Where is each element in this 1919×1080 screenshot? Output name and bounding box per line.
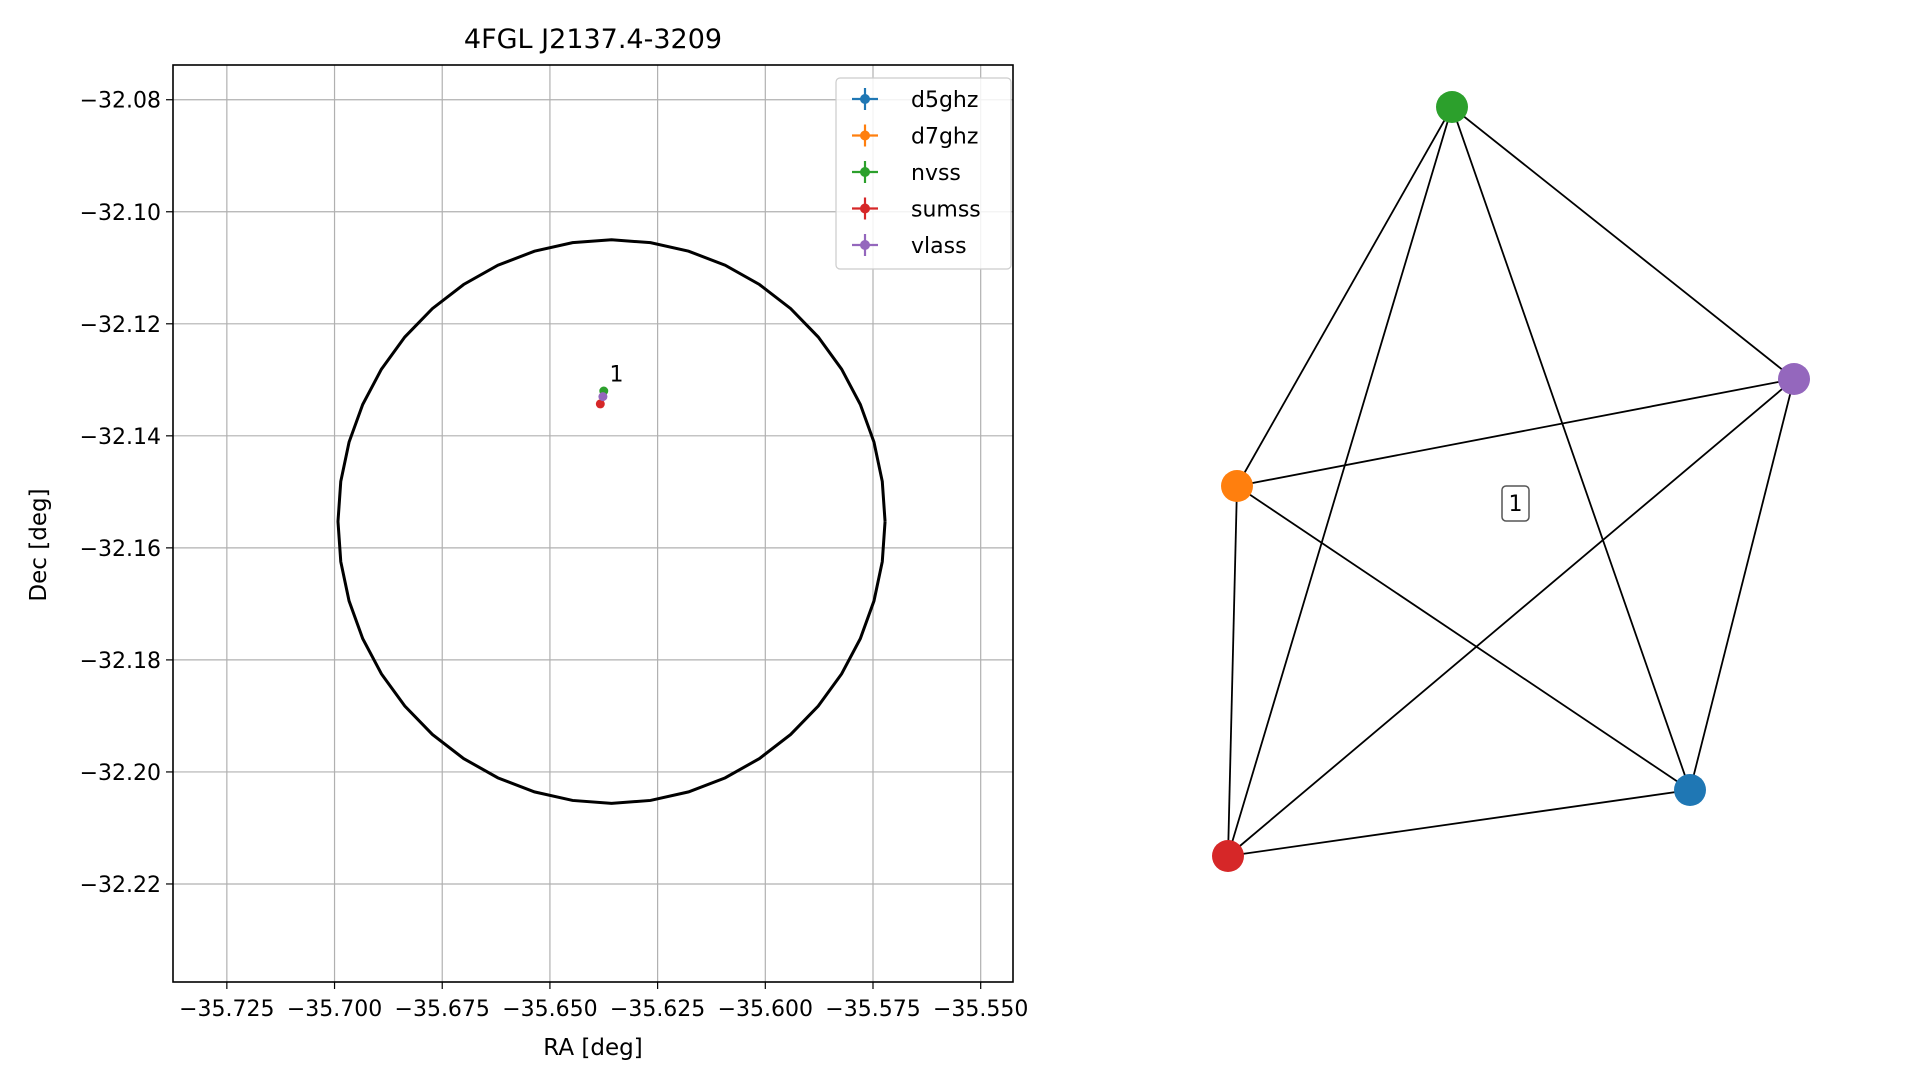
x-tick-label: −35.700 [287,997,382,1022]
y-tick-label: −32.22 [80,873,161,898]
plot-frame [172,64,1014,983]
edge-sumss-d5ghz [1227,789,1691,857]
y-tick-label: −32.08 [80,89,161,114]
x-tick-label: −35.650 [502,997,597,1022]
network-panel: 1 [1212,91,1810,872]
legend-dot-sumss [860,203,870,214]
y-tick-label: −32.18 [80,649,161,674]
legend-dot-d5ghz [860,94,870,104]
y-tick-label: −32.12 [80,313,161,338]
x-tick-label: −35.600 [718,997,813,1022]
x-tick-label: −35.675 [395,997,490,1022]
x-tick-label: −35.625 [610,997,705,1022]
y-axis-ticks: −32.08 −32.10 −32.12 −32.14 −32.16 −32.18 −32.… [80,89,173,898]
point-sumss [595,399,605,409]
node-vlass [1778,363,1810,395]
legend-box [835,77,1012,270]
edge-nvss-sumss [1227,106,1453,857]
edge-d7ghz-sumss [1227,485,1238,857]
y-axis-label: Dec [deg] [26,488,52,601]
cluster-label-box [1501,485,1530,522]
legend-label-d7ghz: d7ghz [911,125,978,150]
node-d7ghz [1221,470,1253,502]
y-tick-label: −32.14 [80,425,161,450]
node-nvss [1436,91,1468,123]
legend-label-d5ghz: d5ghz [911,88,978,113]
x-axis-ticks: −35.725 −35.700 −35.675 −35.650 −35.625 −35.6… [179,982,1028,1022]
edge-nvss-d5ghz [1451,106,1691,791]
network-edges [1227,106,1795,857]
scatter-panel: 1 −35.725 −35.700 −35.675 −35.650 −35.625 −35… [26,24,1028,1061]
point-annotation: 1 [610,362,624,387]
localization-ellipse [336,238,887,805]
node-d5ghz [1674,774,1706,806]
edge-d7ghz-d5ghz [1236,485,1691,791]
chart-title: 4FGL J2137.4-3209 [464,24,722,55]
x-axis-label: RA [deg] [543,1035,642,1061]
legend-label-nvss: nvss [911,161,961,186]
edge-vlass-sumss [1227,378,1795,857]
y-tick-label: −32.10 [80,201,161,226]
legend: d5ghz d7ghz nvss sumss vlass [835,77,1012,270]
legend-label-vlass: vlass [911,234,967,259]
legend-label-sumss: sumss [911,198,981,223]
edge-vlass-d5ghz [1689,378,1795,791]
cluster-label: 1 [1509,492,1523,517]
node-sumss [1212,840,1244,872]
y-tick-label: −32.20 [80,761,161,786]
legend-dot-d7ghz [860,130,870,141]
edge-nvss-d7ghz [1236,106,1453,487]
legend-dot-vlass [860,240,870,250]
source-points [595,386,609,409]
point-vlass [598,392,608,402]
localization-ellipse-layer [336,238,887,805]
y-tick-label: −32.16 [80,537,161,562]
x-tick-label: −35.550 [933,997,1028,1022]
edge-vlass-d7ghz [1236,378,1795,487]
network-nodes [1212,91,1810,872]
legend-dot-nvss [860,167,870,177]
edge-nvss-vlass [1451,106,1795,380]
x-tick-label: −35.725 [179,997,274,1022]
x-tick-label: −35.575 [825,997,920,1022]
